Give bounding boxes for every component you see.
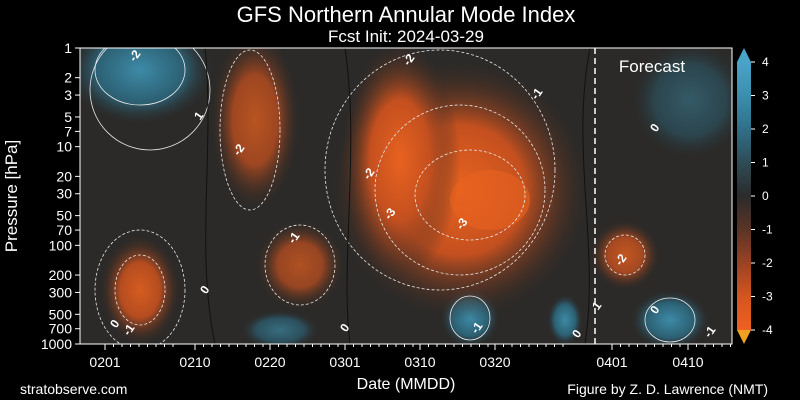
x-tick-label: 0201 <box>89 354 120 370</box>
positive-anomaly-region <box>630 48 732 160</box>
chart-title: GFS Northern Annular Mode Index <box>237 2 576 27</box>
colorbar-tick-label: -2 <box>762 256 773 270</box>
y-tick-label: 20 <box>56 168 72 184</box>
colorbar-tick-label: -4 <box>762 323 773 337</box>
footer-credit: Figure by Z. D. Lawrence (NMT) <box>567 381 768 397</box>
colorbar-tick-label: 0 <box>762 189 769 203</box>
y-tick-label: 1000 <box>41 336 72 352</box>
positive-anomaly-region <box>80 48 215 125</box>
negative-anomaly-region <box>450 170 530 230</box>
y-tick-label: 700 <box>49 321 73 337</box>
plot-area <box>80 48 732 344</box>
y-axis-label: Pressure [hPa] <box>2 140 21 252</box>
plot-frame <box>79 47 733 345</box>
colorbar-min-extend <box>737 330 751 344</box>
x-tick-label: 0401 <box>596 354 627 370</box>
colorbar-tick-label: 2 <box>762 122 769 136</box>
colorbar-max-extend <box>737 48 751 62</box>
contour-lines-positive <box>89 48 696 343</box>
y-tick-label: 5 <box>64 109 72 125</box>
colorbar-ticks: 4 3 2 1 0 -1 -2 -3 -4 <box>751 55 773 337</box>
x-axis-label: Date (MMDD) <box>357 376 456 393</box>
y-tick-label: 30 <box>56 186 72 202</box>
colorbar-tick-label: 3 <box>762 89 769 103</box>
negative-anomaly-region <box>590 220 660 290</box>
negative-anomaly-region <box>340 48 460 280</box>
x-tick-label: 0210 <box>179 354 210 370</box>
negative-anomaly-region <box>255 220 345 310</box>
y-tick-label: 2 <box>64 70 72 86</box>
positive-anomaly-region <box>630 290 710 344</box>
y-tick-label: 10 <box>56 139 72 155</box>
forecast-label: Forecast <box>619 57 685 76</box>
contour-zero-lines <box>204 48 591 344</box>
x-axis: 0201 0210 0220 0301 0310 0320 0401 0410 <box>89 344 731 370</box>
x-tick-label: 0310 <box>404 354 435 370</box>
negative-anomaly-region <box>210 48 300 210</box>
y-tick-label: 3 <box>64 87 72 103</box>
x-tick-label: 0320 <box>479 354 510 370</box>
y-tick-label: 100 <box>49 237 73 253</box>
colorbar: 4 3 2 1 0 -1 -2 -3 -4 <box>737 48 773 344</box>
y-tick-label: 70 <box>56 222 72 238</box>
x-tick-label: 0301 <box>329 354 360 370</box>
colorbar-gradient <box>737 62 751 330</box>
footer-site: stratobserve.com <box>20 381 127 397</box>
y-tick-label: 1 <box>64 40 72 56</box>
y-tick-label: 300 <box>49 284 73 300</box>
y-tick-label: 50 <box>56 208 72 224</box>
y-tick-label: 200 <box>49 267 73 283</box>
x-tick-label: 0220 <box>254 354 285 370</box>
chart-subtitle: Fcst Init: 2024-03-29 <box>328 27 484 46</box>
colorbar-tick-label: -3 <box>762 290 773 304</box>
colorbar-tick-label: 4 <box>762 55 769 69</box>
y-tick-label: 7 <box>64 123 72 139</box>
positive-anomaly-region <box>240 310 320 344</box>
x-tick-label: 0410 <box>672 354 703 370</box>
y-tick-label: 500 <box>49 306 73 322</box>
colorbar-tick-label: -1 <box>762 223 773 237</box>
negative-anomaly-region <box>100 235 180 344</box>
contour-lines <box>94 49 646 344</box>
colorbar-tick-label: 1 <box>762 156 769 170</box>
positive-anomaly-region <box>547 294 583 344</box>
